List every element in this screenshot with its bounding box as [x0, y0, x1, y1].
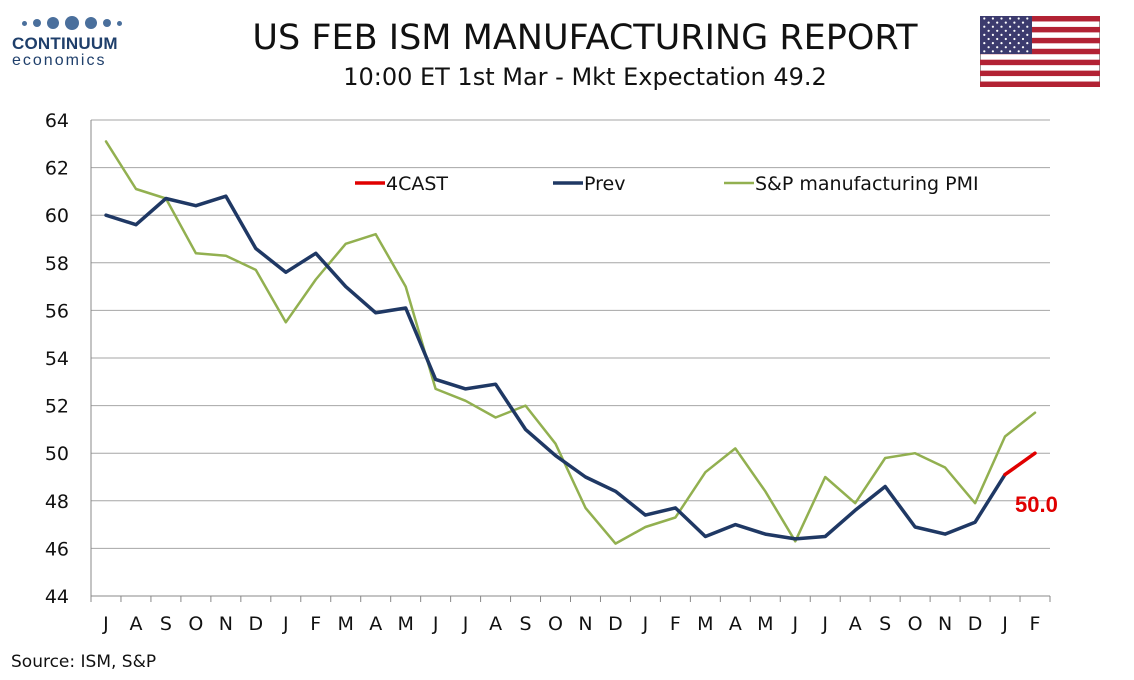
x-tick-label: O — [188, 613, 203, 635]
x-tick-label: A — [489, 613, 502, 635]
x-tick-label: O — [548, 613, 563, 635]
legend-label: S&P manufacturing PMI — [755, 173, 979, 195]
company-logo: CONTINUUM economics — [12, 14, 152, 70]
x-tick-label: M — [757, 613, 773, 635]
x-tick-label: D — [249, 613, 264, 635]
x-tick-label: J — [282, 613, 289, 635]
x-tick-label: A — [369, 613, 382, 635]
x-tick-label: J — [1001, 613, 1008, 635]
logo-subtitle: economics — [12, 52, 107, 69]
series-line-prev — [104, 194, 1007, 541]
y-tick-label: 48 — [45, 491, 69, 513]
x-tick-label: S — [879, 613, 891, 635]
x-tick-label: S — [160, 613, 172, 635]
x-tick-label: O — [908, 613, 923, 635]
x-tick-label: A — [849, 613, 862, 635]
x-tick-label: F — [670, 613, 681, 635]
series-line-s-p-manufacturing-pmi — [104, 140, 1037, 545]
x-tick-label: D — [968, 613, 983, 635]
y-tick-label: 46 — [45, 538, 69, 560]
x-tick-label: A — [129, 613, 142, 635]
source-note: Source: ISM, S&P — [11, 652, 157, 672]
legend-label: 4CAST — [386, 173, 448, 195]
us-flag-icon — [980, 16, 1100, 87]
x-tick-label: M — [338, 613, 354, 635]
logo-dots-icon — [22, 14, 152, 32]
chart-subtitle: 10:00 ET 1st Mar - Mkt Expectation 49.2 — [343, 63, 827, 91]
x-tick-label: J — [821, 613, 828, 635]
legend-label: Prev — [584, 173, 625, 195]
x-tick-label: D — [608, 613, 623, 635]
y-tick-label: 56 — [45, 300, 69, 322]
y-tick-label: 44 — [45, 586, 69, 608]
y-tick-label: 52 — [45, 396, 69, 418]
x-tick-label: F — [1030, 613, 1041, 635]
x-tick-label: J — [102, 613, 109, 635]
x-tick-label: A — [729, 613, 742, 635]
logo-name: CONTINUUM — [12, 34, 118, 53]
x-tick-label: J — [432, 613, 439, 635]
series-line-4cast — [1003, 451, 1037, 477]
x-tick-label: N — [219, 613, 233, 635]
x-tick-label: J — [791, 613, 798, 635]
y-tick-label: 50 — [45, 443, 69, 465]
y-tick-label: 60 — [45, 205, 69, 227]
x-tick-label: M — [697, 613, 713, 635]
x-tick-label: N — [938, 613, 952, 635]
x-tick-label: S — [520, 613, 532, 635]
y-tick-label: 54 — [45, 348, 69, 370]
x-tick-label: F — [310, 613, 321, 635]
x-tick-label: M — [397, 613, 413, 635]
x-tick-label: J — [462, 613, 469, 635]
forecast-value-label: 50.0 — [1015, 492, 1058, 517]
y-tick-label: 64 — [45, 110, 69, 132]
x-tick-label: J — [642, 613, 649, 635]
y-tick-label: 62 — [45, 158, 69, 180]
chart-title: US FEB ISM MANUFACTURING REPORT — [252, 18, 918, 58]
x-tick-label: N — [578, 613, 592, 635]
y-tick-label: 58 — [45, 253, 69, 275]
